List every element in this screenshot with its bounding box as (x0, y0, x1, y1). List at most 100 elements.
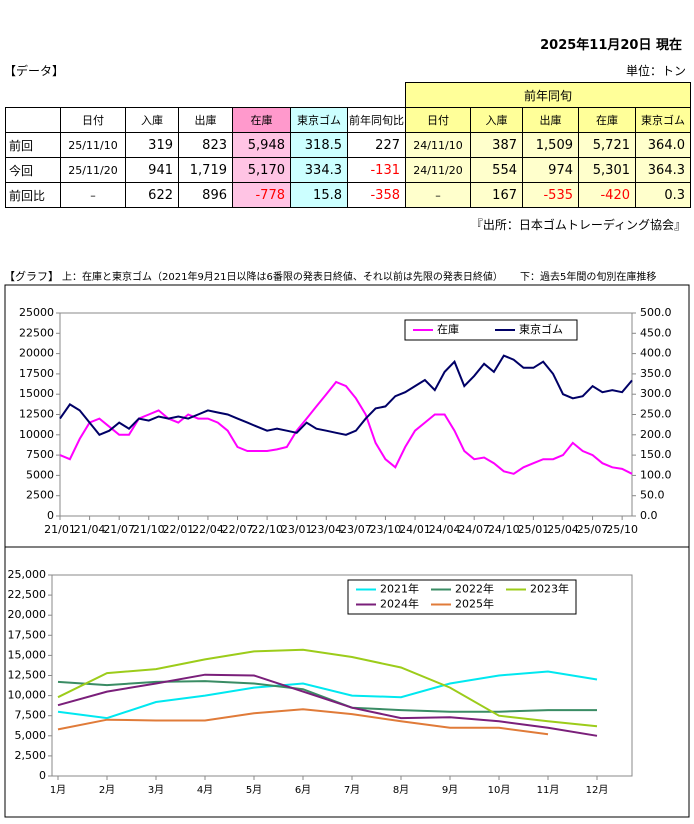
legend-box (404, 319, 578, 341)
table-cell: 941 (125, 157, 179, 183)
table-cell: 5,301 (578, 157, 636, 183)
x-tick-label: 22/07 (222, 523, 254, 536)
y-tick-label: 22,500 (8, 588, 47, 601)
y-tick-label: 7500 (26, 448, 54, 461)
x-tick-label: 21/10 (133, 523, 165, 536)
x-tick-label: 25/10 (606, 523, 638, 536)
x-tick-label: 22/01 (162, 523, 194, 536)
table-row: 前回比 –622 896 -778 15.8 -358–167 -535 -420 0.3 (5, 182, 691, 208)
table-row: 今回 25/11/20 941 1,719 5,170 334.3 -131 24/11/20… (5, 157, 691, 183)
legend-label: 2023年 (530, 582, 569, 596)
column-header: 在庫 (232, 107, 291, 133)
graph-note-bottom: 下：過去5年間の旬別在庫推移 (520, 272, 657, 283)
series-line (57, 673, 598, 737)
report-date: 2025年11月20日 現在 (540, 38, 682, 53)
table-cell: 364.0 (635, 132, 691, 158)
y-tick-label: 20,000 (8, 608, 47, 621)
y-tick-label: 25000 (19, 306, 54, 319)
group-header: 前年同旬 (405, 82, 691, 108)
legend-label: 2024年 (380, 597, 419, 611)
x-tick-label: 22/04 (192, 523, 224, 536)
y-tick-label: 10000 (19, 428, 54, 441)
y-tick-label: 15,000 (8, 648, 47, 661)
corner-cell (5, 107, 61, 133)
table-cell: 227 (347, 132, 406, 158)
table-cell: 622 (125, 182, 179, 208)
x-tick-label: 21/07 (103, 523, 135, 536)
column-header: 在庫 (578, 107, 636, 133)
x-tick-label: 21/04 (74, 523, 106, 536)
table-cell: -778 (232, 182, 291, 208)
x-tick-label: 5月 (246, 784, 262, 796)
table-cell: 15.8 (290, 182, 348, 208)
table-cell: -358 (347, 182, 406, 208)
column-header: 日付 (405, 107, 471, 133)
y2-tick-label: 400.0 (640, 347, 672, 360)
y-tick-label: 7,500 (15, 709, 47, 722)
y2-tick-label: 200.0 (640, 428, 672, 441)
y2-tick-label: 50.0 (640, 489, 665, 502)
row-label: 今回 (5, 157, 61, 183)
table-cell: 974 (522, 157, 579, 183)
plot-area (51, 574, 633, 777)
table-cell: 5,170 (232, 157, 291, 183)
x-tick-label: 24/04 (429, 523, 461, 536)
y-tick-label: 5,000 (15, 729, 47, 742)
chart-frame (4, 546, 690, 818)
legend-label: 東京ゴム (519, 322, 563, 336)
data-table: 前年同旬 日付 入庫 出庫 在庫 東京ゴム 前年同旬比 日付 入庫 出庫 在庫 東京ゴム 前回 25/11… (5, 82, 691, 208)
x-tick-label: 24/01 (399, 523, 431, 536)
legend-label: 2022年 (455, 582, 494, 596)
table-cell: 364.3 (635, 157, 691, 183)
y-tick-label: 25,000 (8, 568, 47, 581)
table-cell: -535 (522, 182, 579, 208)
series-line (57, 648, 598, 728)
table-cell: 167 (470, 182, 523, 208)
x-tick-label: 8月 (393, 784, 409, 796)
y2-tick-label: 250.0 (640, 408, 672, 421)
y-tick-label: 22500 (19, 326, 54, 339)
table-cell: -420 (578, 182, 636, 208)
y2-tick-label: 100.0 (640, 468, 672, 481)
x-tick-label: 22/10 (251, 523, 283, 536)
x-tick-label: 7月 (344, 784, 360, 796)
table-row: 日付 入庫 出庫 在庫 東京ゴム 前年同旬比 日付 入庫 出庫 在庫 東京ゴム (5, 107, 691, 133)
x-tick-label: 9月 (442, 784, 458, 796)
data-section: 【データ】 (4, 64, 65, 78)
x-tick-label: 1月 (50, 784, 66, 796)
table-cell: 334.3 (290, 157, 348, 183)
legend-box (347, 579, 577, 615)
x-tick-label: 23/01 (281, 523, 313, 536)
table-cell: 24/11/20 (405, 157, 471, 183)
series-line (57, 708, 549, 736)
series-line (59, 354, 633, 437)
x-tick-label: 11月 (537, 784, 560, 796)
y-tick-label: 17,500 (8, 628, 47, 641)
y-tick-label: 0 (47, 509, 54, 522)
y2-tick-label: 150.0 (640, 448, 672, 461)
y-tick-label: 12,500 (8, 669, 47, 682)
y-tick-label: 2500 (26, 489, 54, 502)
table-cell: 25/11/10 (60, 132, 126, 158)
graph-section: 【グラフ】 (4, 270, 59, 283)
y2-tick-label: 450.0 (640, 326, 672, 339)
column-header: 東京ゴム (635, 107, 691, 133)
table-cell: 0.3 (635, 182, 691, 208)
x-tick-label: 3月 (148, 784, 164, 796)
table-cell: 5,948 (232, 132, 291, 158)
table-cell: 318.5 (290, 132, 348, 158)
table-cell: 24/11/10 (405, 132, 471, 158)
column-header: 出庫 (178, 107, 233, 133)
column-header: 日付 (60, 107, 126, 133)
x-tick-label: 25/07 (577, 523, 609, 536)
row-label: 前回 (5, 132, 61, 158)
x-tick-label: 12月 (586, 784, 609, 796)
x-tick-label: 2月 (99, 784, 115, 796)
series-line (57, 680, 597, 713)
table-cell: 554 (470, 157, 523, 183)
series-line (59, 380, 633, 475)
table-cell: 25/11/20 (60, 157, 126, 183)
chart-frame (4, 284, 690, 548)
x-tick-label: 24/07 (458, 523, 490, 536)
y2-tick-label: 300.0 (640, 387, 672, 400)
